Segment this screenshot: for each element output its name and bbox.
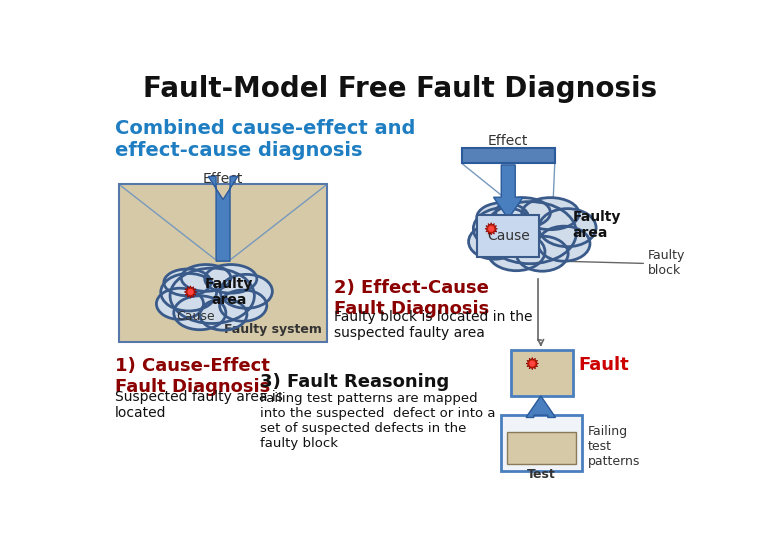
Text: Faulty block is located in the
suspected faulty area: Faulty block is located in the suspected…: [334, 309, 533, 340]
Ellipse shape: [473, 208, 535, 249]
Polygon shape: [494, 165, 523, 219]
Bar: [477, 215, 539, 257]
Ellipse shape: [538, 226, 590, 261]
Text: Effect: Effect: [488, 134, 528, 148]
Bar: [119, 184, 327, 342]
Ellipse shape: [174, 296, 226, 330]
Ellipse shape: [161, 273, 217, 311]
Text: Suspected faulty area is
located: Suspected faulty area is located: [115, 390, 282, 420]
Bar: [511, 350, 573, 396]
Ellipse shape: [516, 236, 568, 271]
Polygon shape: [526, 357, 538, 370]
Text: Faulty
area: Faulty area: [573, 210, 621, 240]
Ellipse shape: [220, 290, 267, 321]
Ellipse shape: [488, 233, 545, 271]
Polygon shape: [184, 286, 197, 298]
Ellipse shape: [496, 198, 551, 228]
Ellipse shape: [205, 265, 257, 293]
Circle shape: [489, 226, 494, 231]
Text: Cause: Cause: [176, 309, 214, 323]
Text: Fault: Fault: [579, 356, 629, 374]
Text: Faulty system: Faulty system: [225, 323, 322, 336]
Text: Cause: Cause: [487, 229, 530, 243]
Ellipse shape: [539, 208, 596, 247]
Text: Effect: Effect: [203, 172, 243, 186]
Text: Failing
test
patterns: Failing test patterns: [588, 425, 640, 468]
Polygon shape: [208, 177, 238, 261]
Text: Fault-Model Free Fault Diagnosis: Fault-Model Free Fault Diagnosis: [143, 76, 657, 104]
Circle shape: [530, 361, 534, 366]
Ellipse shape: [220, 274, 272, 308]
Text: Combined cause-effect and
effect-cause diagnosis: Combined cause-effect and effect-cause d…: [115, 119, 415, 160]
Text: 3) Fault Reasoning: 3) Fault Reasoning: [261, 373, 449, 391]
Bar: [507, 432, 576, 464]
Text: 2) Effect-Cause
Fault Diagnosis: 2) Effect-Cause Fault Diagnosis: [334, 279, 489, 318]
Polygon shape: [526, 396, 555, 417]
Ellipse shape: [164, 269, 211, 296]
Ellipse shape: [170, 268, 254, 323]
Text: Faulty
area: Faulty area: [205, 277, 254, 307]
Circle shape: [188, 289, 193, 294]
Bar: [501, 415, 582, 470]
Ellipse shape: [484, 201, 576, 264]
Ellipse shape: [477, 202, 529, 233]
Ellipse shape: [200, 299, 247, 330]
Ellipse shape: [181, 265, 231, 292]
Ellipse shape: [522, 198, 579, 230]
Bar: [462, 148, 555, 164]
Text: Test: Test: [526, 468, 555, 481]
Ellipse shape: [469, 224, 520, 259]
Text: Failing test patterns are mapped
into the suspected  defect or into a
set of sus: Failing test patterns are mapped into th…: [261, 392, 496, 450]
Text: 1) Cause-Effect
Fault Diagnosis: 1) Cause-Effect Fault Diagnosis: [115, 357, 270, 396]
Ellipse shape: [157, 288, 204, 320]
Text: Faulty
block: Faulty block: [647, 249, 685, 278]
Polygon shape: [485, 222, 498, 235]
